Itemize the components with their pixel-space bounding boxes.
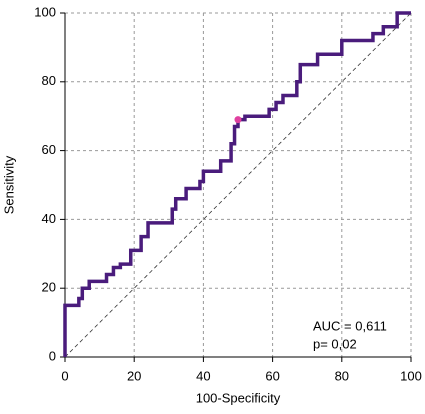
annotation: AUC = 0,611 bbox=[313, 318, 387, 333]
y-tick-label: 0 bbox=[49, 348, 56, 363]
x-tick-label: 20 bbox=[127, 368, 141, 383]
annotation: p= 0,02 bbox=[313, 336, 357, 351]
x-tick-label: 80 bbox=[335, 368, 349, 383]
criterion-marker bbox=[234, 116, 242, 124]
y-tick-label: 40 bbox=[42, 211, 56, 226]
x-axis-title: 100-Specificity bbox=[196, 390, 281, 405]
y-tick-label: 20 bbox=[42, 280, 56, 295]
x-tick-label: 0 bbox=[61, 368, 68, 383]
x-tick-label: 40 bbox=[196, 368, 210, 383]
y-axis-title: Sensitivity bbox=[1, 155, 16, 214]
reference-line bbox=[64, 12, 412, 358]
x-tick-label: 60 bbox=[265, 368, 279, 383]
y-tick-label: 80 bbox=[42, 73, 56, 88]
y-tick-label: 100 bbox=[34, 4, 56, 19]
y-tick-label: 60 bbox=[42, 142, 56, 157]
x-tick-label: 100 bbox=[400, 368, 422, 383]
roc-curve bbox=[63, 11, 411, 357]
